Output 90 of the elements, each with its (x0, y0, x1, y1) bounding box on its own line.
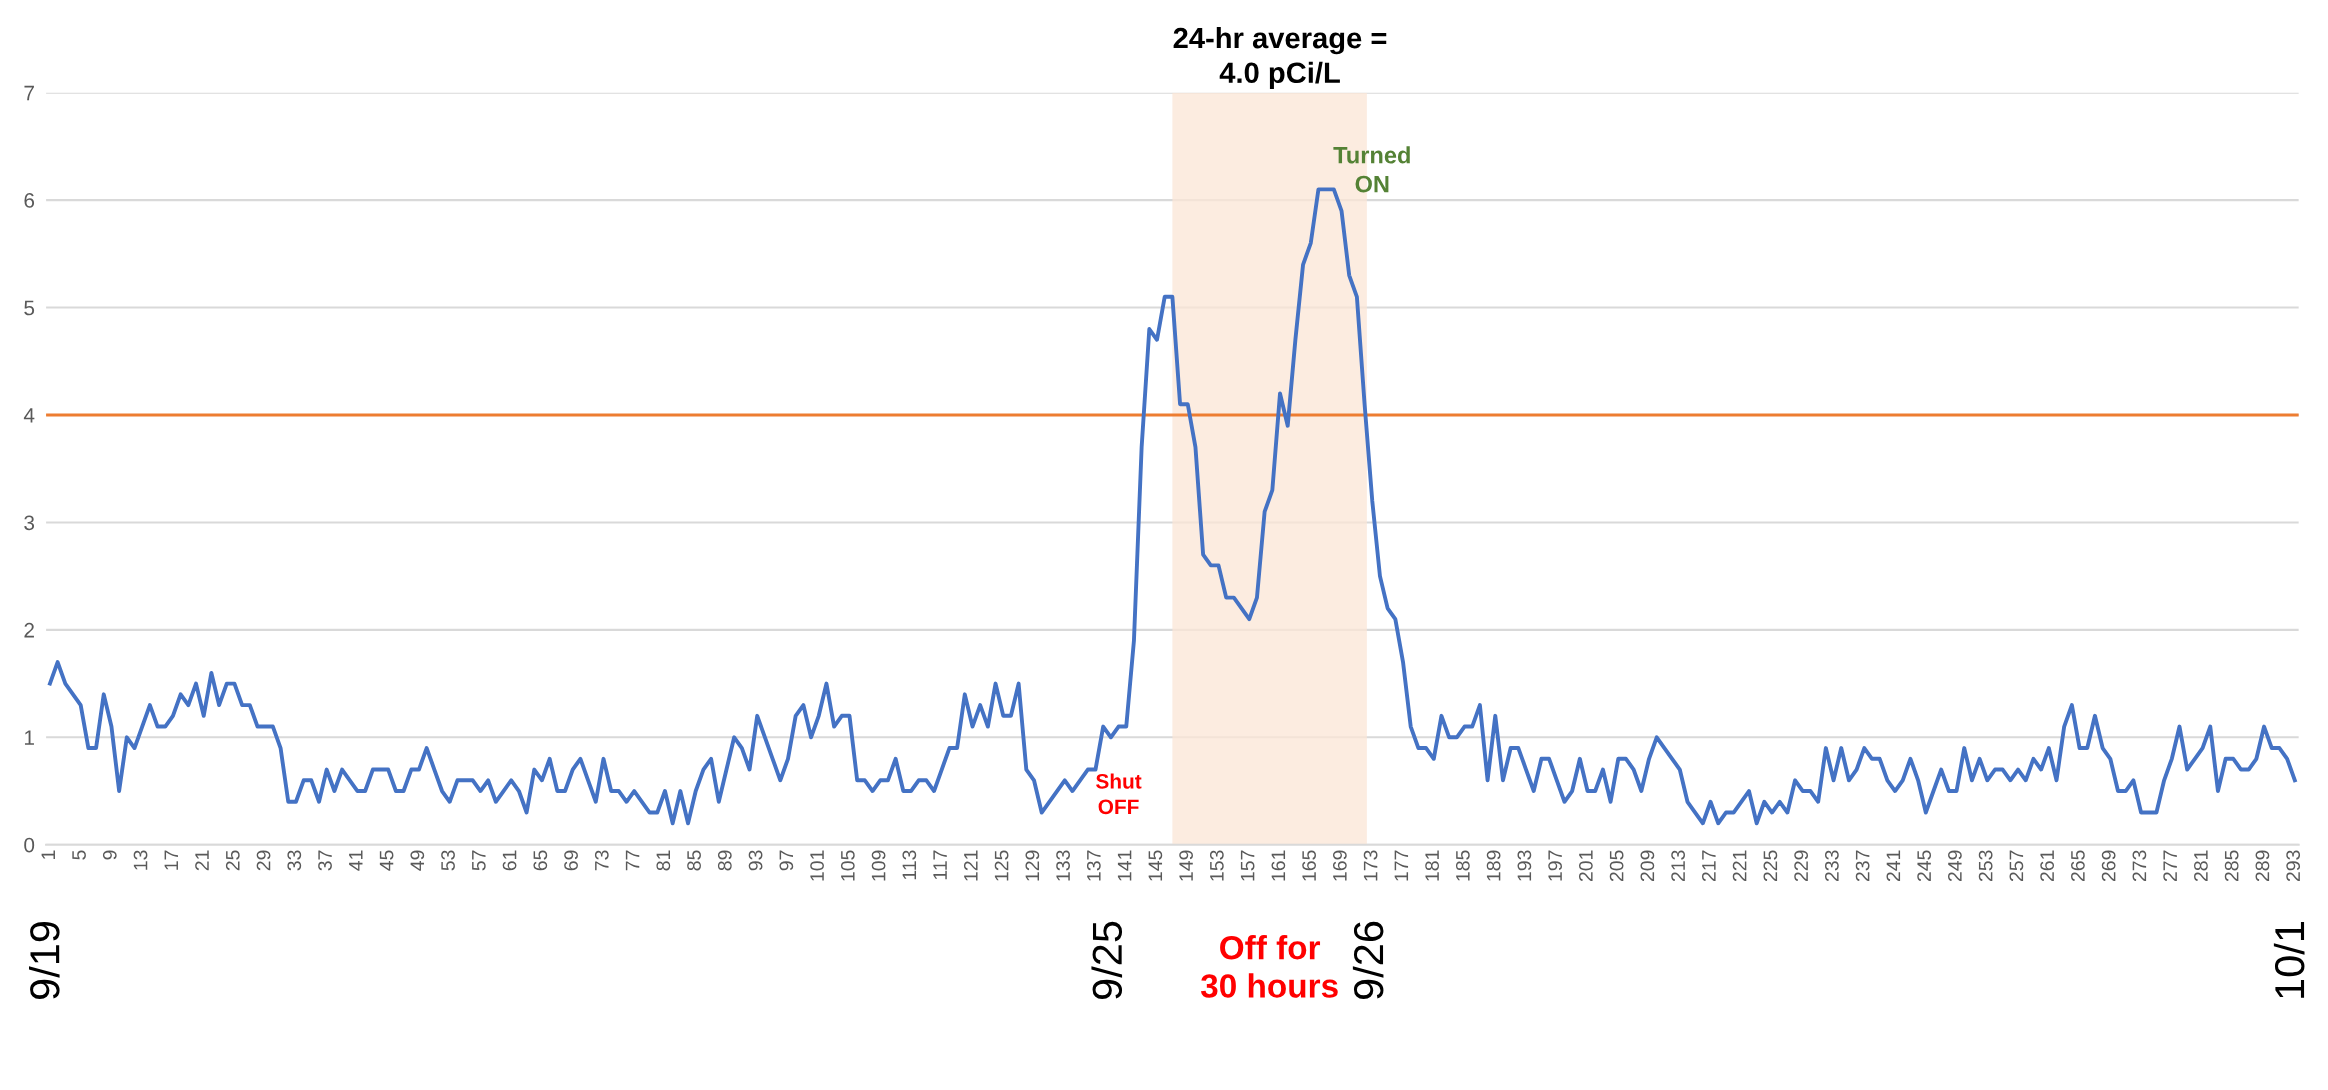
x-tick-label: 65 (533, 850, 548, 871)
x-tick-label: 261 (2040, 850, 2055, 882)
y-tick-label: 5 (24, 300, 35, 316)
x-tick-label: 169 (1332, 850, 1347, 881)
text: 10/1 (2273, 921, 2305, 998)
x-tick-label: 201 (1578, 850, 1593, 882)
x-tick-label: 281 (2194, 850, 2208, 882)
x-tick-label: 85 (687, 850, 701, 871)
x-tick-label: 9 (102, 850, 117, 860)
x-tick-label: 41 (349, 850, 363, 871)
x-tick-label: 141 (1117, 850, 1132, 881)
x-tick-label: 69 (564, 850, 578, 871)
x-tick-label: 53 (441, 850, 455, 871)
x-tick-label: 93 (748, 850, 763, 871)
annotation: Shut OFF (1096, 773, 1142, 815)
x-tick-label: 157 (1240, 850, 1255, 881)
x-tick-label: 285 (2224, 850, 2239, 882)
x-tick-label: 181 (1425, 850, 1439, 881)
x-tick-label: 61 (502, 850, 517, 871)
band-label: Off for 30 hours (1200, 935, 1338, 998)
x-tick-label: 49 (410, 850, 425, 871)
x-tick-label: 197 (1548, 850, 1562, 881)
x-tick-label: 37 (318, 850, 332, 871)
y-tick-label: 0 (24, 837, 35, 853)
x-tick-label: 237 (1855, 850, 1870, 882)
annotation: Turned ON (1333, 146, 1410, 193)
x-tick-label: 209 (1640, 850, 1655, 882)
x-tick-label: 229 (1794, 850, 1809, 882)
text: 9/25 (1091, 921, 1123, 1000)
x-tick-label: 129 (1025, 850, 1040, 881)
x-tick-label: 145 (1148, 850, 1163, 881)
x-tick-label: 57 (472, 850, 486, 871)
x-tick-label: 125 (994, 850, 1009, 881)
x-tick-label: 161 (1271, 850, 1286, 881)
x-tick-label: 273 (2132, 850, 2147, 882)
x-tick-label: 269 (2101, 850, 2116, 882)
text: 9/26 (1352, 921, 1384, 1000)
x-tick-label: 185 (1455, 850, 1470, 881)
x-tick-label: 1 (41, 850, 55, 859)
x-tick-label: 5 (72, 850, 86, 860)
x-tick-label: 81 (656, 850, 671, 871)
x-tick-label: 73 (594, 850, 609, 871)
x-tick-label: 233 (1825, 850, 1839, 882)
text: 9/19 (28, 921, 60, 1000)
y-tick-label: 4 (23, 408, 35, 423)
x-tick-label: 101 (810, 850, 824, 881)
x-tick-label: 21 (195, 850, 209, 871)
x-tick-label: 257 (2009, 850, 2024, 882)
x-tick-label: 289 (2255, 850, 2270, 882)
x-tick-label: 193 (1517, 850, 1532, 881)
x-tick-label: 105 (840, 850, 855, 881)
x-tick-label: 29 (256, 850, 271, 871)
x-tick-label: 253 (1978, 850, 1993, 882)
x-tick-label: 173 (1363, 850, 1378, 881)
x-tick-label: 177 (1394, 850, 1409, 881)
x-tick-label: 249 (1948, 850, 1962, 882)
x-tick-label: 189 (1486, 850, 1501, 881)
x-tick-label: 293 (2286, 850, 2301, 882)
x-tick-label: 265 (2071, 850, 2085, 882)
x-tick-label: 217 (1701, 850, 1716, 882)
x-tick-label: 241 (1886, 850, 1901, 882)
x-tick-label: 133 (1056, 850, 1070, 881)
x-tick-label: 221 (1732, 850, 1747, 882)
x-tick-label: 225 (1763, 850, 1778, 882)
text: 24-hr average = 4.0 pCi/L (1173, 26, 1387, 89)
x-tick-label: 97 (779, 850, 794, 871)
y-tick-label: 2 (24, 622, 34, 638)
y-tick-label: 6 (24, 193, 35, 208)
x-tick-label: 77 (625, 850, 640, 871)
x-tick-label: 117 (933, 850, 947, 880)
x-tick-label: 113 (902, 850, 917, 880)
y-tick-label: 1 (24, 730, 34, 745)
x-tick-label: 45 (379, 850, 394, 871)
x-tick-label: 25 (225, 850, 240, 871)
x-tick-label: 165 (1302, 850, 1316, 881)
x-tick-label: 89 (717, 850, 732, 871)
x-tick-label: 137 (1086, 850, 1101, 881)
x-tick-label: 33 (287, 850, 302, 871)
x-tick-label: 245 (1917, 850, 1932, 882)
x-tick-label: 153 (1209, 850, 1224, 881)
x-tick-label: 13 (133, 850, 148, 870)
y-tick-label: 3 (24, 515, 35, 531)
x-tick-label: 205 (1609, 850, 1624, 882)
x-tick-label: 213 (1671, 850, 1686, 882)
y-tick-label: 7 (24, 85, 34, 101)
x-tick-label: 109 (871, 850, 886, 881)
x-tick-label: 277 (2163, 850, 2177, 882)
x-tick-label: 149 (1179, 850, 1193, 881)
x-tick-label: 17 (164, 850, 178, 870)
x-tick-label: 121 (963, 850, 978, 881)
